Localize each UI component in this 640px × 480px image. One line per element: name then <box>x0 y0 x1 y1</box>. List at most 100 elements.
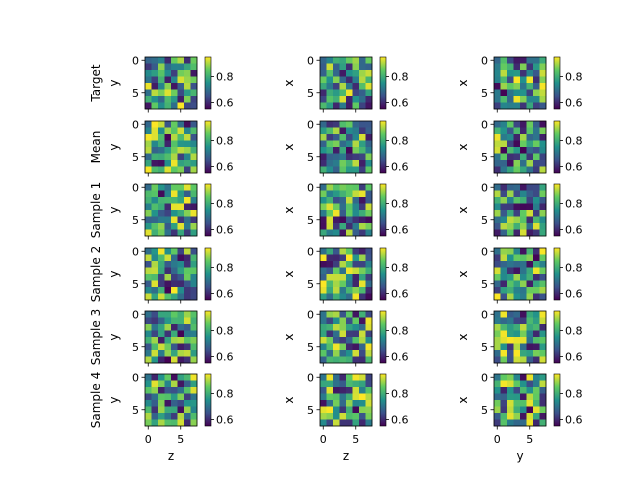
heatmap-cell <box>333 330 340 338</box>
heatmap-cell <box>333 63 340 71</box>
heatmap-cell <box>539 190 547 198</box>
heatmap-cell <box>500 280 508 288</box>
heatmap-cell <box>320 287 327 294</box>
axes-frame <box>319 120 373 174</box>
heatmap-cell <box>184 261 191 268</box>
heatmap-cell <box>346 216 353 224</box>
heatmap-cell <box>145 134 152 141</box>
heatmap-cell <box>346 419 353 427</box>
heatmap-cell <box>158 70 165 77</box>
heatmap-cell <box>333 76 340 84</box>
heatmap-cell <box>171 203 178 211</box>
heatmap-cell <box>164 248 172 255</box>
heatmap-cell <box>526 57 534 64</box>
heatmap-cell <box>359 267 366 275</box>
heatmap-cell <box>539 147 547 154</box>
heatmap-cell <box>190 153 198 161</box>
heatmap-cell <box>151 330 159 338</box>
y-tick-label: 0 <box>132 308 139 321</box>
heatmap-cell <box>539 254 547 262</box>
heatmap-cell <box>520 280 527 288</box>
heatmap-cell <box>164 317 172 325</box>
heatmap-cell <box>177 280 185 288</box>
heatmap-cell <box>326 261 334 268</box>
heatmap-cell <box>513 413 521 420</box>
heatmap-cell <box>507 83 514 90</box>
heatmap-cell <box>339 83 347 90</box>
heatmap-cell <box>365 393 373 401</box>
heatmap-cell <box>326 166 334 174</box>
heatmap-cell <box>320 406 327 414</box>
heatmap-cell <box>326 293 334 301</box>
colorbar <box>379 310 387 364</box>
heatmap-cell <box>320 166 327 174</box>
heatmap-cell <box>352 153 360 161</box>
colorbar-tick-label: 0.6 <box>216 351 234 364</box>
colorbar-tick-label: 0.8 <box>565 388 583 401</box>
heatmap-cell <box>333 280 340 288</box>
heatmap-cell <box>539 330 547 338</box>
heatmap-cell <box>151 229 159 237</box>
heatmap-cell <box>359 324 366 331</box>
heatmap-cell <box>326 89 334 97</box>
heatmap-cell <box>533 197 540 204</box>
axes-frame <box>493 56 547 110</box>
heatmap-cell <box>190 89 198 97</box>
heatmap-cell <box>513 190 521 198</box>
heatmap-cell <box>164 190 172 198</box>
heatmap-cell <box>184 287 191 294</box>
heatmap-cell <box>526 121 534 128</box>
heatmap-cell <box>513 223 521 230</box>
heatmap-cell <box>539 121 547 128</box>
heatmap-cell <box>339 324 347 331</box>
heatmap-cell <box>513 337 521 344</box>
heatmap-cell <box>339 374 347 381</box>
y-tick-label: 0 <box>132 245 139 258</box>
heatmap-cell <box>145 393 152 401</box>
y-tick-label: 5 <box>132 214 139 227</box>
x-tick-label: 5 <box>352 433 359 446</box>
y-tick-label: 5 <box>481 151 488 164</box>
heatmap-cell <box>177 419 185 427</box>
heatmap-cell <box>171 374 178 381</box>
heatmap-cell <box>500 254 508 262</box>
heatmap-cell <box>513 356 521 364</box>
heatmap-cell <box>333 261 340 268</box>
heatmap-cell <box>184 70 191 77</box>
heatmap-cell <box>346 63 353 71</box>
heatmap-cell <box>177 140 185 148</box>
y-tick-label: 5 <box>481 278 488 291</box>
heatmap-cell <box>533 393 540 401</box>
heatmap-cell <box>500 311 508 318</box>
y-axis-label: x <box>282 333 296 340</box>
heatmap-cell <box>539 350 547 357</box>
heatmap-cell <box>158 330 165 338</box>
y-tick-label: 5 <box>481 87 488 100</box>
heatmap-cell <box>533 287 540 294</box>
colorbar-tick-label: 0.8 <box>216 262 234 275</box>
heatmap-cell <box>359 261 366 268</box>
heatmap-cell <box>365 280 373 288</box>
heatmap-cell <box>151 166 159 174</box>
heatmap-cell <box>494 76 501 84</box>
heatmap-cell <box>339 400 347 407</box>
heatmap-cell <box>365 147 373 154</box>
row-label: Mean <box>89 131 103 164</box>
heatmap-cell <box>326 311 334 318</box>
heatmap-cell <box>507 337 514 344</box>
heatmap-cell <box>520 147 527 154</box>
heatmap-cell <box>365 317 373 325</box>
heatmap-cell <box>507 406 514 414</box>
heatmap-cell <box>151 254 159 262</box>
y-tick-label: 0 <box>132 181 139 194</box>
heatmap-cell <box>520 160 527 167</box>
heatmap-cell <box>533 83 540 90</box>
heatmap-cell <box>526 400 534 407</box>
heatmap-cell <box>520 274 527 281</box>
heatmap-cell <box>171 413 178 420</box>
heatmap-cell <box>513 293 521 301</box>
heatmap-cell <box>339 274 347 281</box>
heatmap-cell <box>346 127 353 135</box>
heatmap-cell <box>500 140 508 148</box>
heatmap-cell <box>359 223 366 230</box>
